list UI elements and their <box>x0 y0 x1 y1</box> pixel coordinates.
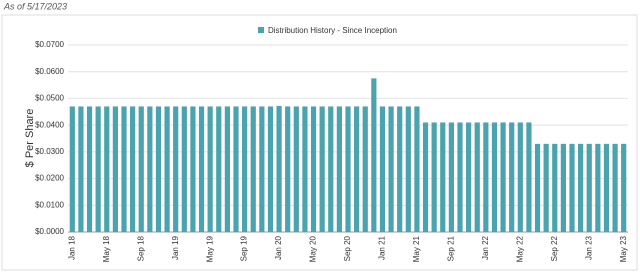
bar <box>500 122 506 232</box>
x-tick-label: Sep 18 <box>136 235 145 261</box>
bar <box>422 122 429 232</box>
x-tick-label: Jan 23 <box>584 235 593 260</box>
y-tick-label: $0.0000 <box>35 227 64 236</box>
bar <box>259 106 265 232</box>
bar <box>543 143 549 232</box>
bar <box>319 106 325 232</box>
bar <box>164 106 170 232</box>
y-axis-label: $ Per Share <box>24 109 36 168</box>
bar <box>242 106 248 232</box>
y-tick-label: $0.0300 <box>35 147 64 156</box>
bar <box>491 122 498 232</box>
bar <box>310 106 317 232</box>
x-tick-label: Sep 20 <box>343 235 352 261</box>
bar <box>207 106 213 232</box>
bar <box>448 122 454 232</box>
y-tick-label: $0.0400 <box>35 120 64 129</box>
bar <box>552 143 558 232</box>
bar <box>397 106 403 232</box>
bar <box>121 106 127 232</box>
x-tick-label: May 22 <box>515 235 524 262</box>
bar <box>293 106 299 232</box>
bar <box>405 106 411 232</box>
x-tick-label: May 21 <box>412 235 421 262</box>
bar <box>474 122 480 232</box>
bar <box>155 106 162 232</box>
bar <box>526 122 532 232</box>
legend-swatch <box>258 27 264 33</box>
bar <box>509 122 515 232</box>
x-tick-label: Sep 21 <box>446 235 455 261</box>
x-tick-label: Jan 21 <box>378 235 387 260</box>
bar <box>345 106 351 232</box>
bar <box>379 106 386 232</box>
legend-label: Distribution History - Since Inception <box>268 26 397 35</box>
bar <box>250 106 256 232</box>
bar <box>534 143 541 232</box>
x-tick-label: Jan 18 <box>67 235 76 260</box>
y-tick-label: $0.0200 <box>35 174 64 183</box>
x-tick-label: Sep 19 <box>240 235 249 261</box>
bar <box>233 106 239 232</box>
x-tick-label: Jan 22 <box>481 235 490 260</box>
bar <box>578 143 584 232</box>
bar <box>362 106 368 232</box>
bar <box>216 106 222 232</box>
bar <box>147 106 153 232</box>
chart-frame <box>1 14 638 271</box>
bar <box>440 122 446 232</box>
y-tick-label: $0.0500 <box>35 94 64 103</box>
y-tick-label: $0.0600 <box>35 67 64 76</box>
bar <box>69 106 75 232</box>
x-tick-label: Sep 22 <box>550 235 559 261</box>
bar <box>466 122 472 232</box>
bar <box>354 106 360 232</box>
x-tick-label: May 19 <box>205 235 214 262</box>
bar <box>603 143 610 232</box>
bar <box>276 105 282 232</box>
bar <box>130 106 136 232</box>
x-tick-label: Jan 19 <box>171 235 180 260</box>
bar <box>95 106 101 232</box>
y-tick-label: $0.0700 <box>35 40 64 49</box>
bar <box>224 106 230 232</box>
bar <box>569 143 575 232</box>
bar <box>414 106 420 232</box>
bar <box>198 106 205 232</box>
x-tick-label: Jan 20 <box>274 235 283 260</box>
bar <box>302 106 308 232</box>
bar <box>371 78 377 233</box>
x-tick-label: May 23 <box>619 235 628 262</box>
bar <box>190 106 196 232</box>
y-tick-label: $0.0100 <box>35 200 64 209</box>
bar <box>612 143 618 232</box>
bar <box>112 106 118 232</box>
bar <box>267 106 274 232</box>
bar <box>328 106 334 232</box>
bar <box>181 106 187 232</box>
bar <box>138 106 144 232</box>
bar <box>285 106 291 232</box>
bar <box>483 122 489 232</box>
bar <box>104 106 110 232</box>
bar <box>173 106 179 232</box>
bar <box>457 122 463 232</box>
bar <box>560 143 566 232</box>
bar <box>336 106 342 232</box>
bar <box>621 143 627 232</box>
bar <box>586 143 592 232</box>
bar <box>86 106 93 232</box>
bar <box>388 106 394 232</box>
bar <box>78 106 84 232</box>
as-of-note: As of 5/17/2023 <box>3 1 67 11</box>
x-tick-label: May 18 <box>102 235 111 262</box>
bar <box>431 122 437 232</box>
bar <box>595 143 601 232</box>
bar <box>517 122 523 232</box>
x-tick-label: May 20 <box>309 235 318 262</box>
